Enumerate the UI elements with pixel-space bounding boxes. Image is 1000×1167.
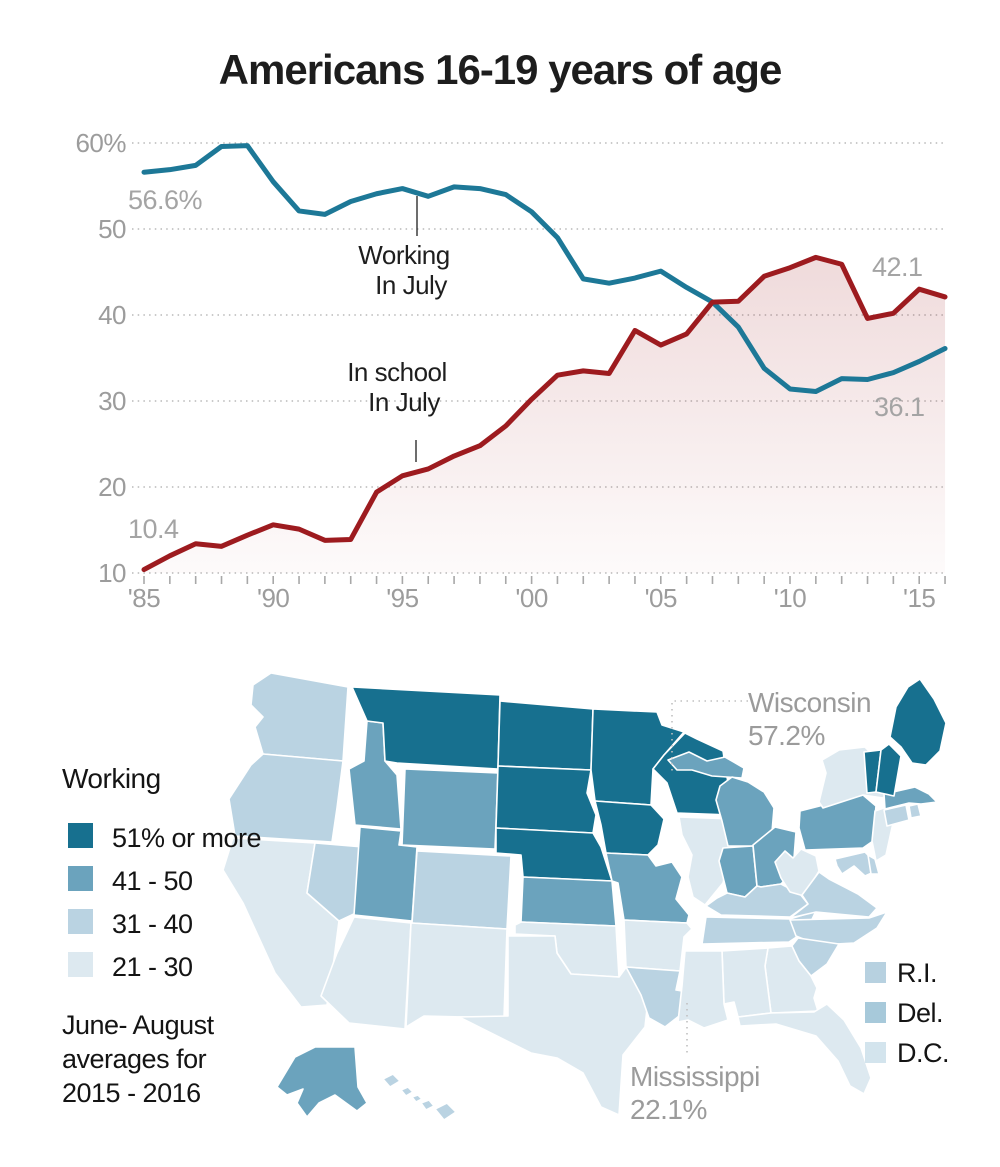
y-axis-label: 40 (98, 300, 126, 330)
delaware-swatch-icon (865, 1002, 886, 1023)
teen-work-school-line-chart: 60% 50 40 30 20 10'85 '90 '95 '00 '05 '10 '15 56.6% 1… (75, 128, 948, 613)
x-axis-label: '95 (386, 583, 418, 613)
state-nh (875, 743, 902, 797)
annotation-in-school-in-july: In school (347, 357, 447, 387)
state-or (228, 753, 344, 843)
state-wa (250, 672, 349, 762)
in-school-area-fill (144, 257, 946, 573)
callout-state-value: 22.1% (630, 1094, 707, 1125)
rhode-island-swatch-icon (865, 962, 886, 983)
x-axis-label: '85 (128, 583, 160, 613)
state-me (889, 678, 947, 766)
state-ks (520, 876, 617, 927)
x-axis-label: '90 (257, 583, 289, 613)
state-ne (495, 827, 613, 882)
x-axis-label: '15 (903, 583, 935, 613)
state-va (789, 871, 878, 919)
state-de (867, 854, 880, 875)
state-nm (405, 922, 508, 1028)
small-area-label: Del. (897, 998, 944, 1028)
state-wy (401, 768, 499, 850)
small-area-label: D.C. (897, 1038, 950, 1068)
state-fl (737, 1003, 872, 1095)
small-area-label: R.I. (897, 958, 938, 988)
state-nv (306, 842, 364, 922)
annotation-working-in-july: Working (358, 240, 449, 270)
state-ar (623, 919, 693, 972)
dc-swatch-icon (865, 1042, 886, 1063)
callout-wisconsin: Wisconsin 57.2% (748, 686, 872, 752)
state-ms (677, 950, 729, 1029)
state-pa (798, 794, 877, 851)
state-tx (458, 935, 650, 1116)
state-ma (883, 786, 938, 810)
annotation-in-school-in-july: In July (368, 387, 440, 417)
y-axis-label: 10 (98, 558, 126, 588)
wisconsin-leader-line (671, 700, 748, 773)
state-ct (883, 804, 910, 827)
legend-note-line: averages for (62, 1044, 207, 1074)
y-axis-label: 20 (98, 472, 126, 502)
state-hi5 (434, 1102, 457, 1121)
y-axis-label: 50 (98, 214, 126, 244)
value-label-school-start: 10.4 (128, 514, 179, 544)
callout-state-name: Wisconsin (748, 687, 872, 718)
state-nd (497, 700, 594, 771)
working-in-july-line (141, 143, 948, 395)
state-ia (594, 800, 665, 856)
us-states-choropleth-map (222, 672, 947, 1121)
state-in (718, 845, 758, 898)
legend-note-line: June- August (62, 1010, 214, 1040)
state-ri (908, 803, 922, 819)
value-label-working-end: 36.1 (874, 392, 925, 422)
callout-state-name: Mississippi (630, 1061, 760, 1092)
legend-item-label: 51% or more (112, 823, 262, 853)
y-axis-label: 60% (75, 128, 126, 158)
state-hi2 (400, 1086, 414, 1097)
legend-swatch-51-plus-icon (68, 823, 93, 848)
legend-swatch-31-40-icon (68, 909, 93, 934)
callout-mississippi: Mississippi 22.1% (630, 1060, 760, 1126)
map-legend-title: Working (62, 763, 161, 794)
state-ut (353, 826, 418, 922)
state-md (834, 851, 875, 877)
legend-swatch-41-50-icon (68, 866, 93, 891)
state-ak (276, 1046, 368, 1118)
state-sd (495, 765, 597, 834)
page-title: Americans 16-19 years of age (218, 46, 783, 93)
legend-note-line: 2015 - 2016 (62, 1078, 201, 1108)
state-hi1 (382, 1073, 401, 1088)
annotation-working-in-july: In July (375, 270, 447, 300)
x-axis-label: '10 (774, 583, 806, 613)
in-school-in-july-line (141, 254, 948, 573)
value-label-school-end: 42.1 (872, 252, 923, 282)
legend-swatch-21-30-icon (68, 952, 93, 977)
state-hi4 (420, 1099, 435, 1111)
state-al (721, 947, 772, 1018)
state-co (411, 850, 512, 930)
callout-state-value: 57.2% (748, 720, 825, 751)
state-mi_up (667, 751, 745, 779)
state-wv (774, 848, 820, 897)
legend-item-label: 41 - 50 (112, 866, 193, 896)
state-hi3 (411, 1094, 423, 1103)
state-mo (605, 852, 690, 924)
value-label-working-start: 56.6% (128, 185, 203, 215)
legend-item-label: 31 - 40 (112, 909, 193, 939)
x-axis-label: '00 (515, 583, 547, 613)
x-axis-label: '05 (645, 583, 677, 613)
y-axis-label: 30 (98, 386, 126, 416)
legend-item-label: 21 - 30 (112, 952, 193, 982)
